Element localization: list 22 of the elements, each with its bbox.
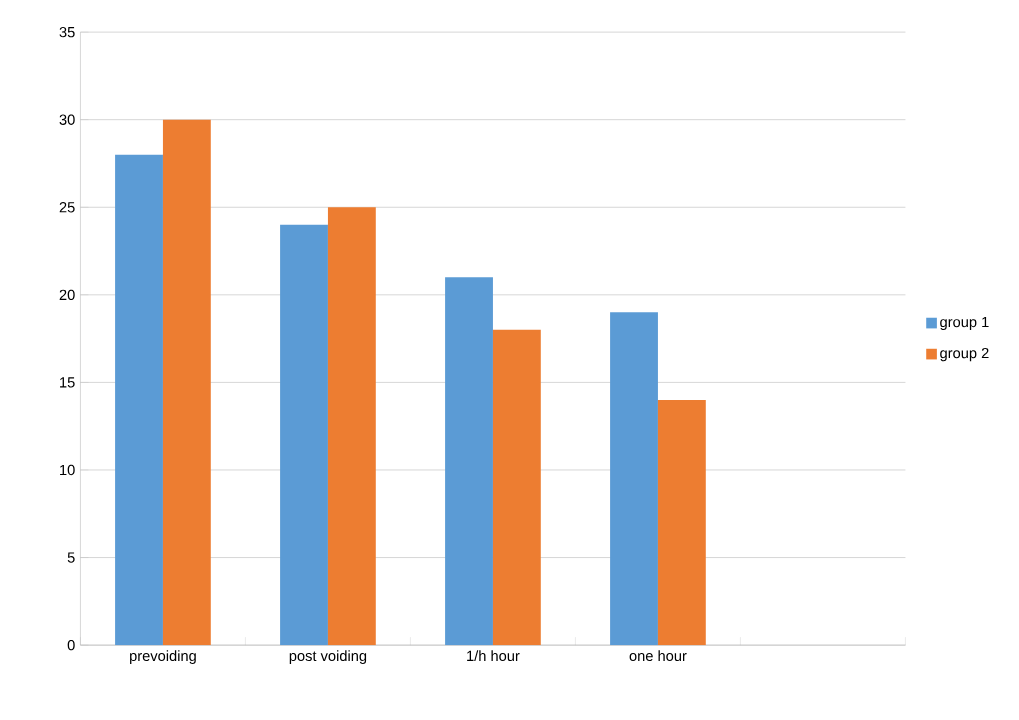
y-tick-label: 30	[59, 114, 75, 125]
bar	[327, 207, 376, 646]
x-tick-label: post voiding	[289, 650, 367, 664]
x-tick-label: one hour	[629, 650, 687, 662]
y-tick-label: 0	[67, 639, 75, 651]
y-tick-label: 35	[59, 26, 75, 38]
legend-label: group 1	[940, 316, 989, 331]
bar	[162, 119, 211, 646]
legend-label: group 2	[940, 347, 989, 362]
y-tick-label: 20	[59, 289, 75, 301]
bar	[657, 399, 706, 646]
bar	[280, 224, 328, 646]
x-tick-label: 1/h hour	[467, 650, 520, 662]
y-tick-label: 5	[67, 552, 75, 563]
x-tick-label: prevoiding	[130, 650, 196, 664]
bar	[610, 312, 658, 646]
bar	[445, 277, 493, 646]
y-tick-label: 10	[60, 464, 75, 476]
y-tick-label: 15	[60, 377, 75, 388]
y-tick-label: 25	[59, 202, 75, 213]
bar	[115, 154, 163, 646]
bar	[492, 329, 541, 646]
